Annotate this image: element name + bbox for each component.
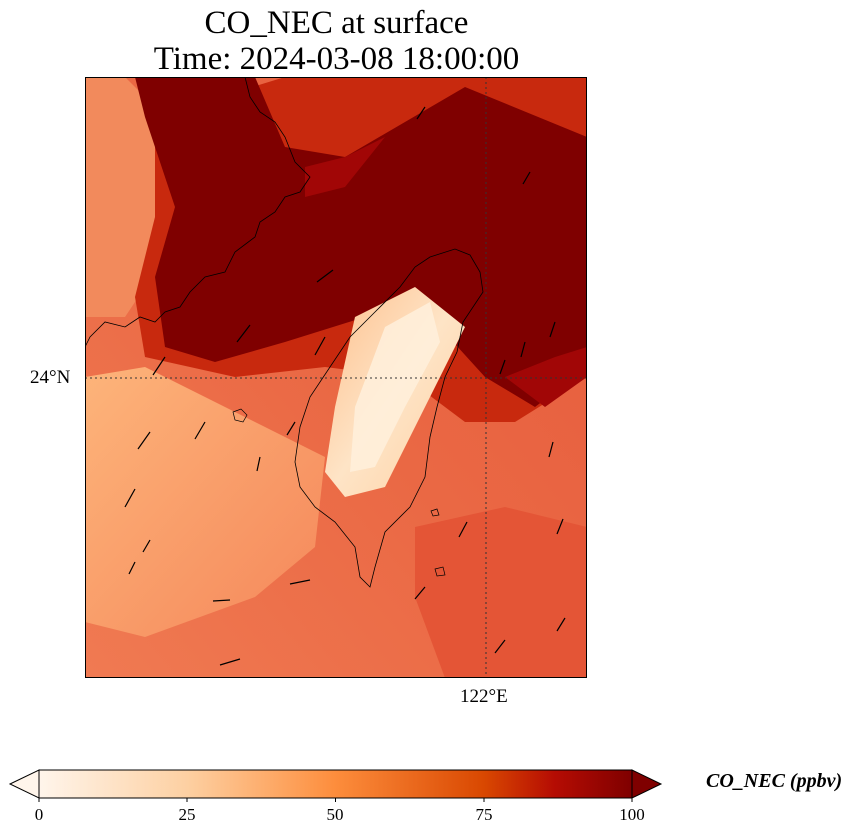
colorbar-tick-label: 0 <box>34 805 44 824</box>
map-title: CO_NEC at surface <box>204 5 469 41</box>
map-frame <box>85 77 587 678</box>
lowest-concentration-core <box>350 302 440 472</box>
colorbar-label: CO_NEC (ppbv) <box>706 770 843 792</box>
plume-edge-east <box>505 347 587 407</box>
colorbar-tick-label: 50 <box>326 805 344 824</box>
wind-vectors <box>124 106 566 666</box>
very-high-concentration-plume <box>135 77 587 407</box>
colorbar <box>8 769 663 802</box>
china-coastline <box>85 77 311 348</box>
moderate-concentration-area <box>85 367 325 637</box>
plume-edge <box>305 137 385 197</box>
colorbar-tick-label: 100 <box>619 805 645 824</box>
colorbar-ticks <box>38 798 633 802</box>
orchid-island <box>434 566 446 577</box>
colorbar-gradient <box>38 769 633 799</box>
colorbar-max-extend <box>631 769 663 799</box>
colorbar-tick-label: 25 <box>178 805 196 824</box>
co-concentration-map <box>85 77 587 678</box>
green-island <box>430 508 440 517</box>
colorbar-min-extend <box>8 769 40 799</box>
map-subtitle-time: Time: 2024-03-08 18:00:00 <box>153 41 520 77</box>
colorbar-tick-label: 75 <box>475 805 493 824</box>
latitude-tick-label: 24°N <box>30 367 71 388</box>
southeast-field <box>415 507 587 678</box>
taiwan-outline <box>294 248 484 588</box>
longitude-tick-label: 122°E <box>460 686 508 707</box>
penghu-islands <box>232 408 248 423</box>
